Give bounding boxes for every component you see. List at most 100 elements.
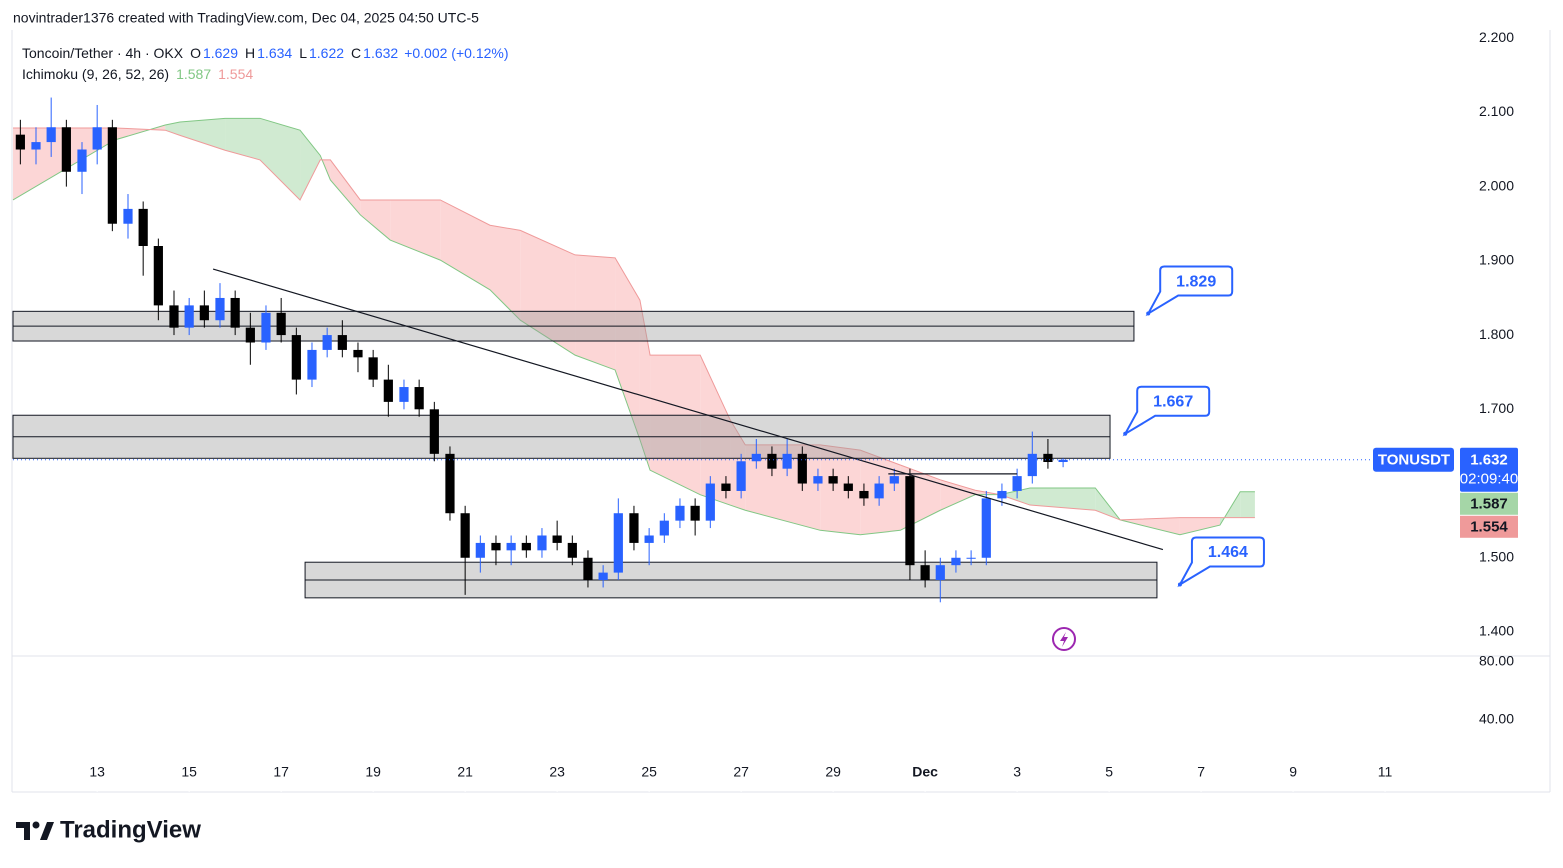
y-tick-label: 2.200	[1479, 29, 1514, 45]
candle-body	[859, 490, 869, 499]
credit: novintrader1376 created with TradingView…	[13, 10, 479, 26]
candle-body	[491, 542, 501, 551]
indicator-tag	[1460, 492, 1518, 515]
pane2-tick-label: 40.00	[1479, 711, 1514, 727]
candle-body	[874, 483, 884, 499]
candle-body	[230, 297, 240, 328]
indicator-name: Ichimoku (9, 26, 52, 26)	[22, 66, 169, 82]
cloud-segment	[260, 118, 301, 200]
candle-body	[889, 476, 899, 484]
x-tick-label: 23	[549, 764, 565, 780]
candle-body	[61, 127, 71, 172]
callout-box	[1122, 385, 1211, 437]
cloud-segment	[820, 444, 861, 535]
cloud-segment	[330, 159, 361, 215]
cloud-segment	[300, 130, 321, 200]
cloud-segment	[440, 199, 490, 290]
span-b-value: 1.554	[218, 66, 253, 82]
span-a-value: 1.587	[176, 66, 211, 82]
indicator-tag	[1460, 515, 1518, 538]
cloud-segment	[1240, 491, 1255, 518]
candle-body	[567, 542, 577, 558]
candle-body	[184, 305, 194, 328]
x-tick-label: 17	[273, 764, 289, 780]
candle-body	[828, 476, 838, 484]
icon-circle	[1052, 627, 1076, 651]
candle-body	[15, 134, 25, 150]
x-tick-label: 11	[1378, 764, 1393, 780]
y-tick-label: 2.000	[1479, 177, 1514, 193]
candle-body	[475, 542, 485, 558]
x-tick-label: 13	[89, 764, 105, 780]
x-tick-label: 3	[1013, 764, 1021, 780]
candle-body	[690, 505, 700, 521]
trendline	[212, 268, 1164, 551]
cloud-segment	[1179, 517, 1220, 535]
callout-label: 1.667	[1153, 394, 1193, 411]
x-tick-label: 19	[365, 764, 381, 780]
candle-body	[123, 208, 133, 224]
x-tick-label: 15	[181, 764, 197, 780]
span-b-line	[13, 127, 1255, 521]
y-tick-label: 1.800	[1479, 326, 1514, 342]
candle-body	[521, 542, 531, 551]
cloud-segment	[165, 122, 180, 136]
candle-body	[951, 557, 961, 566]
candle-body	[705, 483, 715, 521]
candle-body	[92, 127, 102, 150]
candle-body	[31, 142, 41, 150]
x-tick-label: 27	[733, 764, 749, 780]
callout-box	[1177, 536, 1265, 588]
candle-body	[307, 349, 317, 380]
x-tick-label: 25	[641, 764, 657, 780]
x-tick-label: 21	[457, 764, 473, 780]
candle-body	[215, 297, 225, 321]
span-a-line	[12, 117, 1255, 536]
indicator-legend: Ichimoku (9, 26, 52, 26) 1.587 1.554	[22, 66, 253, 82]
frame	[11, 30, 1551, 793]
x-tick-label: 7	[1197, 764, 1205, 780]
candle-body	[276, 312, 286, 336]
x-tick-label: 9	[1289, 764, 1297, 780]
logo-part	[40, 822, 54, 840]
h-value: 1.634	[257, 45, 292, 61]
cloud-segment	[700, 355, 731, 506]
countdown: 02:09:40	[1460, 471, 1518, 488]
x-tick-label: 5	[1105, 764, 1113, 780]
candle-body	[767, 453, 777, 469]
candle-body	[460, 513, 470, 558]
candle-body	[644, 535, 654, 543]
candle-body	[337, 335, 347, 350]
candle-body	[1012, 476, 1022, 491]
cloud-segment	[1120, 517, 1180, 535]
cloud-segment	[179, 118, 226, 151]
candle-body	[138, 208, 148, 247]
candle-body	[506, 542, 516, 551]
candle-body	[46, 127, 56, 143]
y-tick-label: 2.100	[1479, 103, 1514, 119]
symbol-tag-label: TONUSDT	[1378, 452, 1450, 469]
candle-body	[659, 520, 669, 536]
candle-body	[322, 335, 332, 350]
cloud-segment	[615, 257, 640, 440]
price-tag-label: 1.632	[1470, 452, 1508, 469]
c-label: C	[351, 45, 361, 61]
candle-body	[813, 476, 823, 484]
candle-body	[261, 312, 271, 343]
candle-body	[368, 357, 378, 380]
o-label: O	[190, 45, 201, 61]
logo-part	[16, 822, 30, 840]
candle-body	[429, 409, 439, 454]
icon-bolt	[1060, 632, 1068, 647]
candle-body	[736, 461, 746, 491]
o-value: 1.629	[203, 45, 238, 61]
candle-body	[920, 565, 930, 581]
c-value: 1.632	[363, 45, 398, 61]
plot-area: 1.829 1.667 1.464	[12, 37, 1459, 792]
candle-body	[966, 557, 976, 559]
candle-body	[153, 246, 163, 306]
candle-body	[169, 305, 179, 328]
candle-body	[107, 127, 117, 224]
cloud-segment	[390, 199, 441, 261]
